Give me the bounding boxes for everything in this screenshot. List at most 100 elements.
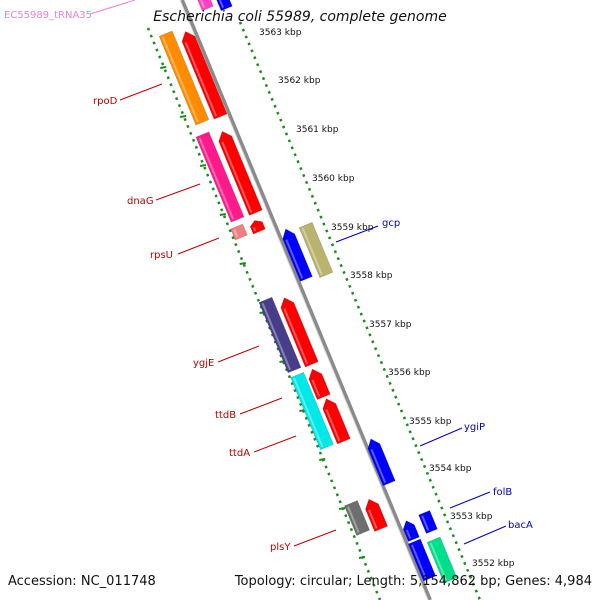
gene-ygiP-rev-highlight [370, 449, 387, 484]
gene-features [158, 0, 458, 584]
gene-label-gcp[interactable]: gcp [382, 218, 400, 229]
tick-label: 3555 kbp [409, 417, 452, 427]
gene-folB2-rev-highlight [421, 515, 430, 531]
genome-summary: Topology: circular; Length: 5,154,862 bp… [234, 574, 592, 589]
gene-label-ttdB[interactable]: ttdB [215, 410, 236, 421]
gene-rpoD-bar-highlight [161, 36, 199, 123]
connector-gcp [335, 225, 379, 243]
gene-ttdA-fwd[interactable] [320, 396, 351, 445]
label-connectors [89, 0, 507, 547]
accession-info: Accession: NC_011748 [8, 574, 156, 589]
gene-dnaG-bar[interactable] [195, 131, 245, 223]
gene-bacA-rev[interactable] [408, 538, 436, 582]
connector-dnaG [155, 183, 201, 201]
gene-ygjE-fwd-shape [280, 297, 319, 368]
gene-dnaG-bar-highlight [198, 137, 235, 220]
gene-label-folB[interactable]: folB [493, 487, 512, 498]
gene-label-dnaG[interactable]: dnaG [127, 196, 154, 207]
genes-value: 4,984 [554, 574, 592, 589]
connector-ygiP [419, 427, 463, 447]
gene-rpoD-fwd-shape [181, 31, 228, 120]
gene-label-ygjE[interactable]: ygjE [193, 358, 214, 369]
gene-label-tRNA35[interactable]: EC55989_tRNA35 [4, 10, 92, 21]
connector-ttdB [239, 397, 283, 415]
gene-label-bacA[interactable]: bacA [508, 520, 533, 531]
gene-rpsU-fwd-highlight [252, 226, 257, 232]
genome-backbone-highlight [179, 0, 429, 600]
connector-ygjE [217, 345, 260, 363]
genome-backbone [180, 0, 432, 600]
gene-folB2-rev[interactable] [418, 510, 438, 534]
gene-label-plsY[interactable]: plsY [270, 542, 291, 553]
tick-label: 3559 kbp [331, 223, 374, 233]
gene-plsY-grey[interactable] [344, 500, 370, 536]
connector-rpsU [177, 237, 220, 255]
gene-plsY-grey-shape [344, 500, 370, 536]
gene-rpsU-bar-shape [230, 223, 248, 241]
accession-label: Accession: [8, 574, 77, 589]
gene-dnaG-bar-shape [195, 131, 245, 223]
gene-blue-top[interactable] [215, 0, 233, 12]
gene-bacA-bar[interactable] [426, 536, 458, 584]
gene-ygjE-fwd-highlight [283, 308, 309, 365]
gene-rpsU-fwd[interactable] [249, 218, 266, 235]
kbp-tick-labels: 3563 kbp 3562 kbp 3561 kbp 3560 kbp 3559… [259, 28, 515, 569]
gc-tick-dash [199, 164, 207, 167]
gc-tick-dash [160, 66, 167, 69]
gene-ttdA-fwd-shape [322, 398, 351, 445]
gene-label-ygiP[interactable]: ygiP [464, 422, 485, 433]
gene-dnaG-fwd-shape [218, 130, 263, 216]
gene-ttdA-bar-highlight [293, 377, 324, 448]
gene-ygjE-fwd[interactable] [278, 295, 319, 368]
gene-ttdB-fwd[interactable] [306, 366, 331, 400]
gene-gcp-rev-highlight [285, 239, 304, 279]
gc-tick-dash [179, 115, 187, 118]
gene-gcp-rev[interactable] [280, 227, 313, 282]
gene-label-rpsU[interactable]: rpsU [150, 250, 173, 261]
gene-bacA-rev-highlight [410, 544, 427, 579]
gene-plsY-grey-highlight [347, 506, 360, 533]
tick-label: 3560 kbp [312, 174, 355, 184]
topology-label: Topology: [234, 574, 296, 589]
gene-ygiP-rev[interactable] [365, 436, 396, 486]
tick-label: 3563 kbp [259, 28, 302, 38]
gene-rpsU-bar[interactable] [230, 223, 248, 241]
gene-rpoD-fwd-highlight [184, 41, 218, 117]
connector-plsY [293, 529, 337, 547]
gene-folB-rev-highlight [405, 529, 412, 539]
gene-ttdB-fwd-shape [308, 368, 331, 400]
gene-folB2-rev-shape [418, 510, 438, 534]
gene-blue-top-shape [215, 0, 233, 12]
tick-label: 3562 kbp [278, 76, 321, 86]
tick-label: 3561 kbp [296, 125, 339, 135]
tick-label: 3557 kbp [369, 320, 412, 330]
gene-ttdA-fwd-highlight [325, 409, 341, 442]
gene-tRNA35-bar-shape [196, 0, 214, 12]
tick-label: 3553 kbp [450, 512, 493, 522]
gene-bacA-rev-shape [408, 538, 436, 582]
gene-ygiP-rev-shape [367, 438, 396, 486]
connector-rpoD [119, 83, 163, 101]
gc-tick-dash [358, 556, 366, 559]
gene-gcp-bar[interactable] [298, 222, 334, 278]
tick-label: 3558 kbp [350, 271, 393, 281]
tick-label: 3554 kbp [429, 464, 472, 474]
tick-label: 3556 kbp [388, 368, 431, 378]
gene-rpoD-bar[interactable] [158, 30, 210, 126]
gene-tRNA35-bar[interactable] [196, 0, 214, 12]
gene-ttdA-bar[interactable] [290, 371, 334, 451]
gene-rpsU-bar-highlight [233, 229, 239, 238]
gene-dnaG-fwd[interactable] [216, 129, 263, 216]
gene-label-ttdA[interactable]: ttdA [229, 448, 250, 459]
gene-folB-rev[interactable] [401, 518, 420, 542]
gene-rpoD-fwd[interactable] [179, 29, 228, 120]
gene-plsY-fwd[interactable] [362, 497, 388, 532]
gc-tick-dash [219, 213, 227, 216]
left-tick-marks [160, 66, 366, 559]
gene-rpsU-fwd-shape [249, 220, 266, 235]
gene-ygjE-bar[interactable] [258, 296, 302, 374]
gene-ttdA-bar-shape [290, 371, 334, 451]
gene-label-rpoD[interactable]: rpoD [93, 96, 118, 107]
topology-value: circular [299, 574, 348, 589]
